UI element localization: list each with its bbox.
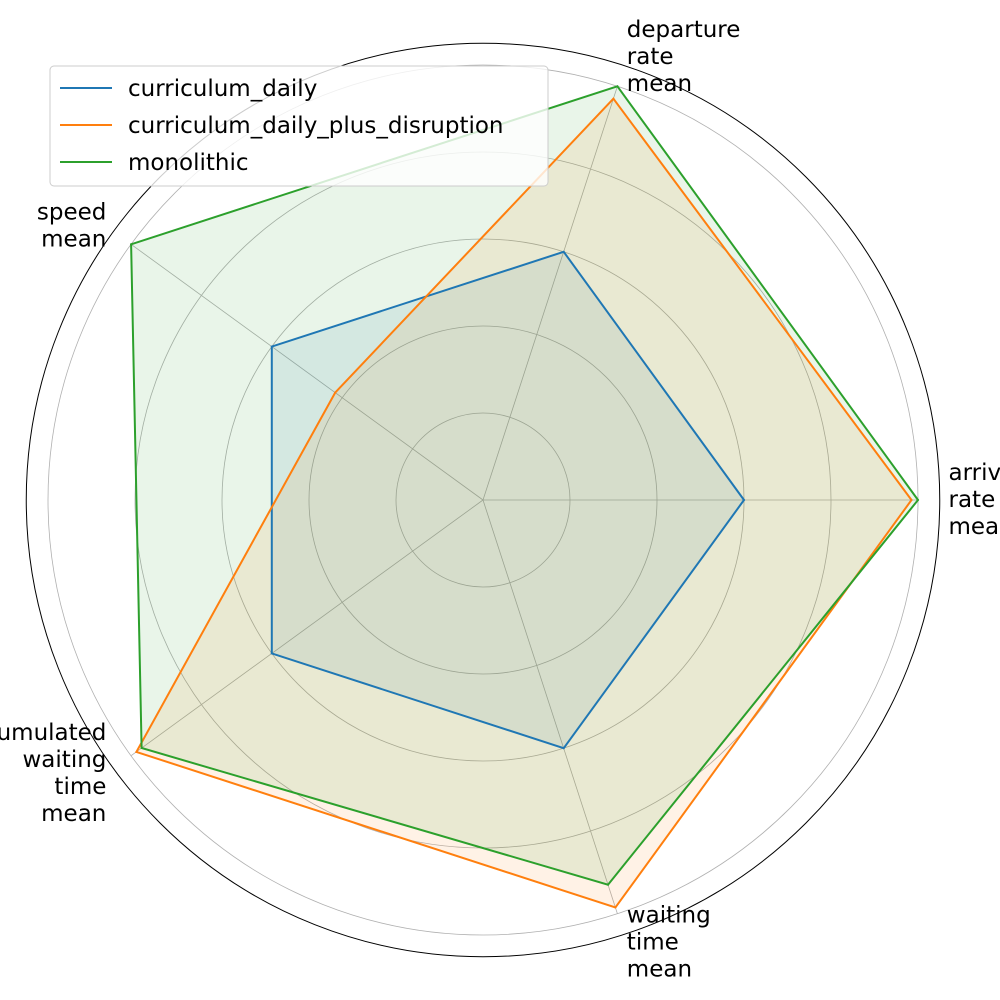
series-2-point-1 bbox=[910, 499, 913, 501]
series-line-1 bbox=[270, 250, 746, 750]
series-fill-3 bbox=[131, 86, 919, 885]
outer-frame bbox=[25, 42, 941, 958]
spoke-5 bbox=[482, 499, 618, 914]
series-2-point-3 bbox=[334, 391, 337, 394]
series-3-point-5 bbox=[607, 883, 609, 886]
series-1-point-2 bbox=[562, 250, 565, 253]
series-1-point-3 bbox=[270, 345, 273, 348]
spoke-4 bbox=[130, 499, 484, 757]
series-3-point-4 bbox=[140, 747, 143, 749]
series-fill-2 bbox=[136, 98, 912, 908]
series-line-3 bbox=[130, 85, 920, 886]
series-fill-1 bbox=[271, 251, 744, 749]
series-line-2 bbox=[134, 97, 913, 909]
spoke-3 bbox=[130, 243, 484, 501]
legend-label-1: curriculum_daily bbox=[128, 76, 317, 102]
category-label-5: waiting time mean bbox=[627, 902, 711, 982]
legend-box bbox=[49, 65, 549, 187]
series-2-point-2 bbox=[612, 97, 615, 100]
spoke-2 bbox=[482, 86, 618, 501]
series-fill-layer bbox=[131, 86, 919, 908]
category-label-3: speed mean bbox=[37, 200, 106, 253]
category-label-4: accumulatedwaitingtimemean bbox=[0, 720, 106, 827]
series-3-point-2 bbox=[616, 85, 619, 88]
series-1-point-4 bbox=[270, 652, 273, 655]
legend: curriculum_daily curriculum_daily_plus_di… bbox=[49, 65, 549, 187]
series-1-point-1 bbox=[743, 499, 745, 501]
series-line-layer bbox=[130, 85, 920, 909]
series-3-point-3 bbox=[130, 243, 133, 246]
series-2-point-5 bbox=[614, 906, 617, 909]
series-3-point-1 bbox=[917, 499, 919, 501]
category-label-1: arrivalratemean bbox=[949, 460, 1000, 540]
series-2-point-4 bbox=[135, 750, 138, 753]
legend-label-3: monolithic bbox=[128, 150, 249, 176]
legend-label-2: curriculum_daily_plus_disruption bbox=[128, 113, 504, 139]
category-label-2: departure rate mean bbox=[627, 17, 741, 97]
series-1-point-5 bbox=[562, 747, 565, 750]
